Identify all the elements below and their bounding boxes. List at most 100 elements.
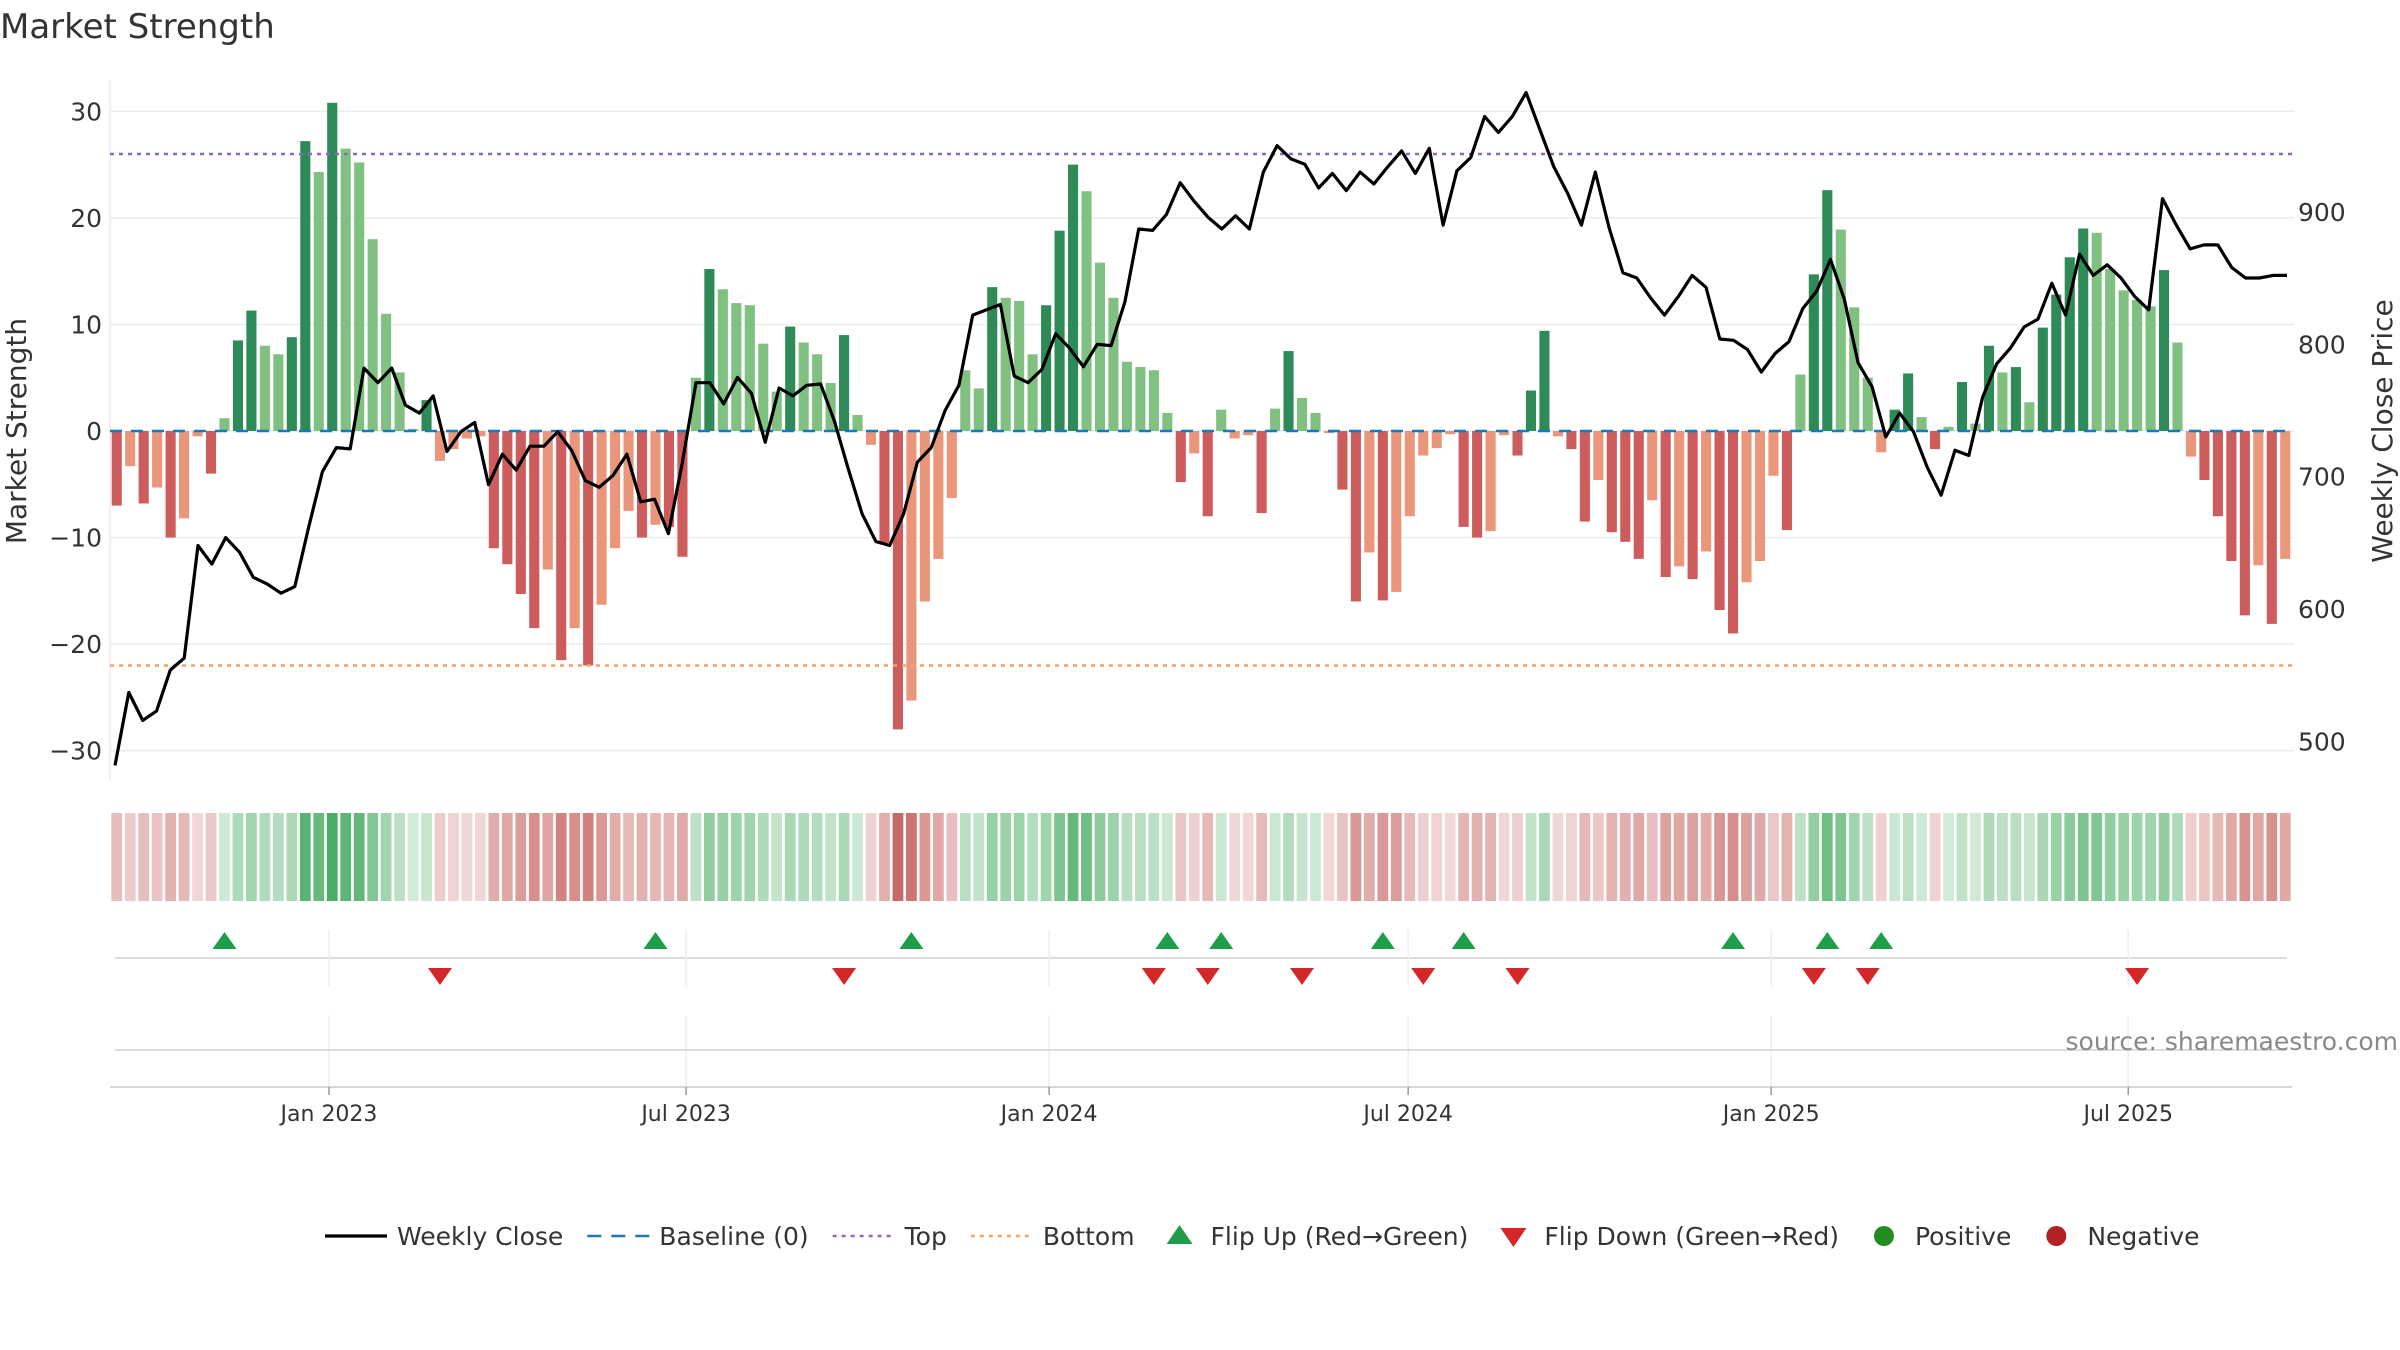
strength-bar [677, 431, 688, 557]
strength-bar [259, 345, 270, 431]
strength-bar [1781, 431, 1792, 531]
strip-cell [448, 813, 459, 901]
legend-label: Top [904, 1222, 947, 1251]
legend-swatch-circle [1873, 1226, 1894, 1246]
strength-bar [1579, 431, 1590, 522]
strip-cell [1727, 813, 1739, 901]
strip-cell [1471, 813, 1483, 901]
strength-bar [1067, 164, 1079, 431]
y-left-tick-label: −20 [49, 630, 102, 659]
strength-bar [1431, 431, 1442, 449]
strength-bar [488, 431, 499, 549]
strength-bar [771, 391, 782, 431]
strip-cell [1997, 813, 2008, 901]
strength-bar [232, 340, 244, 431]
strip-cell [124, 813, 136, 901]
strength-bar [1943, 426, 1954, 431]
strength-bar [1620, 431, 1631, 542]
strip-cell [205, 813, 217, 901]
strip-cell [717, 813, 729, 901]
flip-down-marker [832, 968, 857, 985]
strength-bar [596, 431, 607, 605]
flip-down-marker [2125, 968, 2150, 985]
strength-bar [960, 370, 971, 431]
strip-cell [192, 813, 203, 901]
strip-cell [111, 813, 123, 901]
legend-swatch-circle [2046, 1226, 2067, 1246]
strip-cell [1781, 813, 1793, 901]
strength-bar [502, 431, 513, 565]
strip-cell [1821, 813, 1833, 901]
flip-down-marker [1141, 968, 1166, 985]
x-axis: Jan 2023 Jul 2023 Jan 2024 Jul 2024 Jan 2025… [279, 1087, 2173, 1127]
flip-up-marker [212, 932, 237, 949]
strip-cell [1444, 813, 1456, 901]
strip-cell [690, 813, 702, 901]
y-left-tick-label: 10 [70, 310, 102, 339]
strip-cell [528, 813, 540, 901]
strip-cell [1000, 813, 1012, 901]
strip-cell [1485, 813, 1496, 901]
strength-bar [583, 431, 594, 666]
strip-cell [421, 813, 432, 901]
strip-cell [609, 813, 621, 901]
flip-up-marker [1209, 932, 1234, 949]
strip-cell [1269, 813, 1281, 901]
strength-bar [2199, 431, 2210, 481]
strength-bar [2253, 431, 2264, 566]
strip-cell [138, 813, 150, 901]
strength-bar [556, 431, 567, 661]
strength-bar [1525, 390, 1537, 431]
strength-bar [1377, 431, 1388, 601]
strip-cell [353, 813, 365, 901]
strip-cell [1579, 813, 1591, 901]
strip-cell [1808, 813, 1820, 901]
strip-cell [2050, 813, 2062, 901]
strength-bar [434, 431, 446, 461]
strength-bar [313, 172, 324, 431]
strip-cell [1889, 813, 1901, 901]
legend-label: Weekly Close [397, 1222, 563, 1251]
strip-cell [2104, 813, 2116, 901]
strength-bar [1296, 397, 1308, 431]
strip-cell [1633, 813, 1645, 901]
strip-cell [2023, 813, 2035, 901]
strip-cell [1390, 813, 1402, 901]
strip-cell [299, 813, 311, 901]
legend-swatch-triangle-up [1166, 1225, 1193, 1244]
strip-cell [865, 813, 877, 901]
legend-item: Bottom [970, 1222, 1135, 1251]
strip-cell [663, 813, 675, 901]
strip-cell [434, 813, 446, 901]
strip-cell [475, 813, 486, 901]
legend-item: Flip Up (Red→Green) [1166, 1222, 1468, 1251]
strip-cell [1794, 813, 1806, 901]
strip-cell [1161, 813, 1173, 901]
strip-cell [367, 813, 379, 901]
strength-bar [1202, 431, 1213, 517]
strength-bar [2226, 431, 2237, 562]
strip-cell [2118, 813, 2130, 901]
strip-cell [259, 813, 271, 901]
strength-bar [2172, 342, 2183, 431]
strength-bar [2158, 270, 2170, 431]
strength-bar [879, 431, 890, 543]
strength-bar [1701, 431, 1712, 552]
strip-cell [340, 813, 352, 901]
strip-cell [232, 813, 244, 901]
strip-cell [1552, 813, 1564, 901]
flip-markers-panel [115, 930, 2287, 986]
x-tick-label: Jan 2023 [279, 1102, 378, 1127]
legend-item: Weekly Close [325, 1222, 563, 1251]
flip-down-marker [427, 968, 452, 985]
strip-cell [2131, 813, 2143, 901]
strength-bar [1404, 431, 1415, 517]
strength-bar [987, 287, 998, 431]
strip-cell [2239, 813, 2251, 901]
legend-label: Positive [1915, 1222, 2011, 1251]
strength-color-strip [111, 813, 2291, 901]
strength-bar [1458, 431, 1469, 527]
x-tick-label: Jul 2024 [1361, 1102, 1453, 1127]
level-lines [110, 152, 2292, 667]
